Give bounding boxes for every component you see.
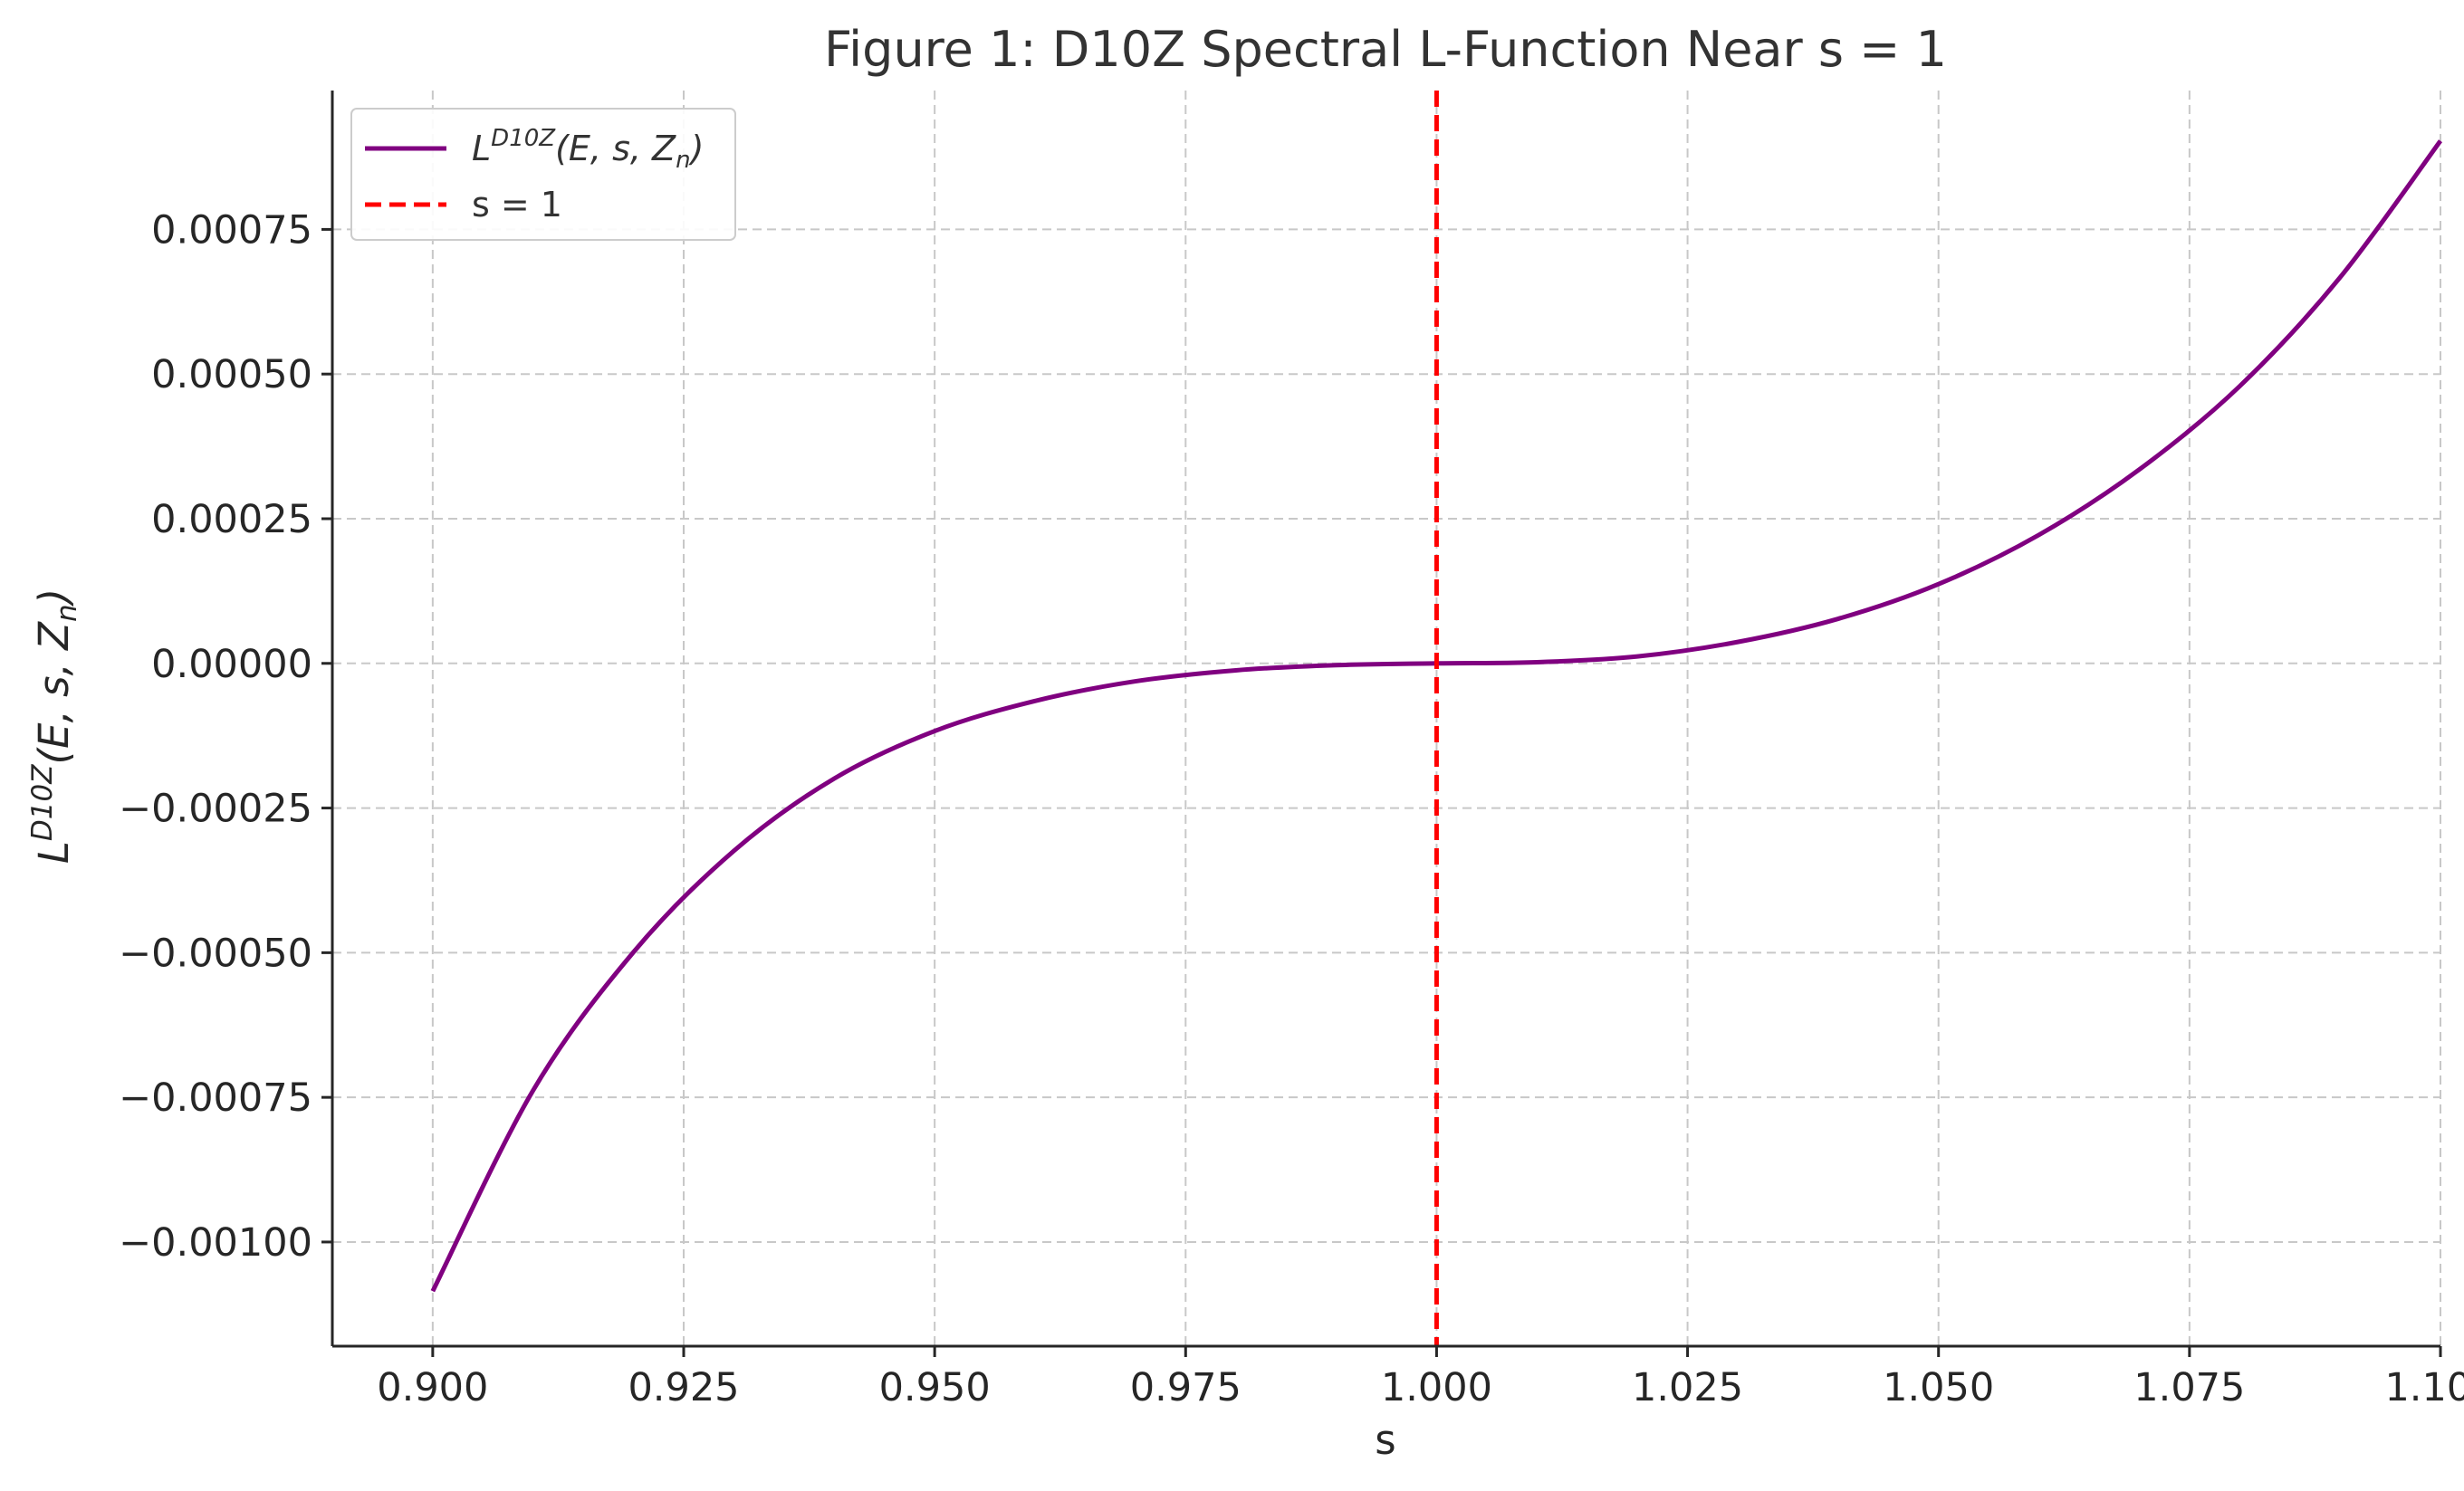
data-point	[1536, 662, 1538, 664]
x-tick-label: 1.100	[2384, 1365, 2464, 1410]
data-point	[2038, 534, 2040, 536]
legend-label-curve-sup: D10Z	[491, 125, 556, 152]
legend-label-curve-base: L	[472, 129, 491, 168]
data-point	[1034, 700, 1036, 702]
legend-label-curve-close: )	[688, 129, 705, 168]
data-point	[1235, 669, 1237, 671]
data-point	[1737, 641, 1739, 643]
data-point	[2339, 276, 2341, 278]
x-tick-label: 0.950	[879, 1365, 991, 1410]
data-point	[1636, 655, 1638, 657]
data-point	[633, 951, 635, 953]
data-point	[934, 731, 935, 732]
x-tick-label: 0.925	[628, 1365, 739, 1410]
legend: LD10Z(E, s, Zn) s = 1	[350, 108, 736, 241]
data-point	[2440, 140, 2441, 142]
grid	[332, 91, 2441, 1346]
x-tick-label: 0.975	[1130, 1365, 1242, 1410]
y-axis-label-sup: D10Z	[26, 764, 59, 841]
data-point	[532, 1089, 534, 1091]
y-tick-label: 0.00075	[151, 207, 312, 253]
x-tick-label: 1.025	[1632, 1365, 1743, 1410]
data-point	[432, 1290, 434, 1292]
data-point	[1837, 618, 1839, 620]
data-point	[1336, 664, 1337, 666]
y-tick-label: 0.00000	[151, 642, 312, 687]
y-tick-label: −0.00100	[119, 1220, 312, 1266]
y-tick-label: −0.00050	[119, 931, 312, 976]
ticks: 0.900 0.925 0.950 0.975 1.000 1.025 1.050 1.075…	[119, 207, 2464, 1410]
legend-label-curve-args: (E, s, Z	[555, 129, 676, 168]
x-tick-label: 1.000	[1381, 1365, 1492, 1410]
y-axis-label-base: L	[30, 841, 78, 864]
x-tick-label: 0.900	[377, 1365, 488, 1410]
y-tick-label: 0.00050	[151, 352, 312, 397]
y-tick-label: −0.00075	[119, 1075, 312, 1121]
chart-title: Figure 1: D10Z Spectral L-Function Near …	[824, 21, 1947, 78]
y-axis-label-sub: n	[51, 604, 83, 622]
y-tick-label: −0.00025	[119, 787, 312, 832]
data-point	[2138, 469, 2140, 471]
x-tick-label: 1.075	[2133, 1365, 2245, 1410]
y-tick-label: 0.00025	[151, 497, 312, 542]
series-layer	[430, 91, 2443, 1346]
x-axis-label: s	[1375, 1416, 1395, 1464]
x-tick-label: 1.050	[1883, 1365, 1994, 1410]
data-point	[2239, 386, 2240, 387]
series-line-l-function	[430, 139, 2443, 1293]
data-point	[733, 850, 734, 852]
legend-label-vline: s = 1	[472, 185, 562, 225]
data-point	[1135, 681, 1136, 683]
y-axis-label-args: (E, s, Z	[30, 621, 78, 765]
legend-label-curve: LD10Z(E, s, Zn)	[472, 125, 704, 174]
legend-frame	[350, 108, 736, 241]
y-axis-label-close: )	[30, 588, 78, 607]
legend-label-curve-sub: n	[676, 147, 690, 174]
data-point	[833, 778, 835, 779]
data-point	[1938, 583, 1940, 585]
y-axis-label: LD10Z(E, s, Zn)	[26, 588, 83, 864]
